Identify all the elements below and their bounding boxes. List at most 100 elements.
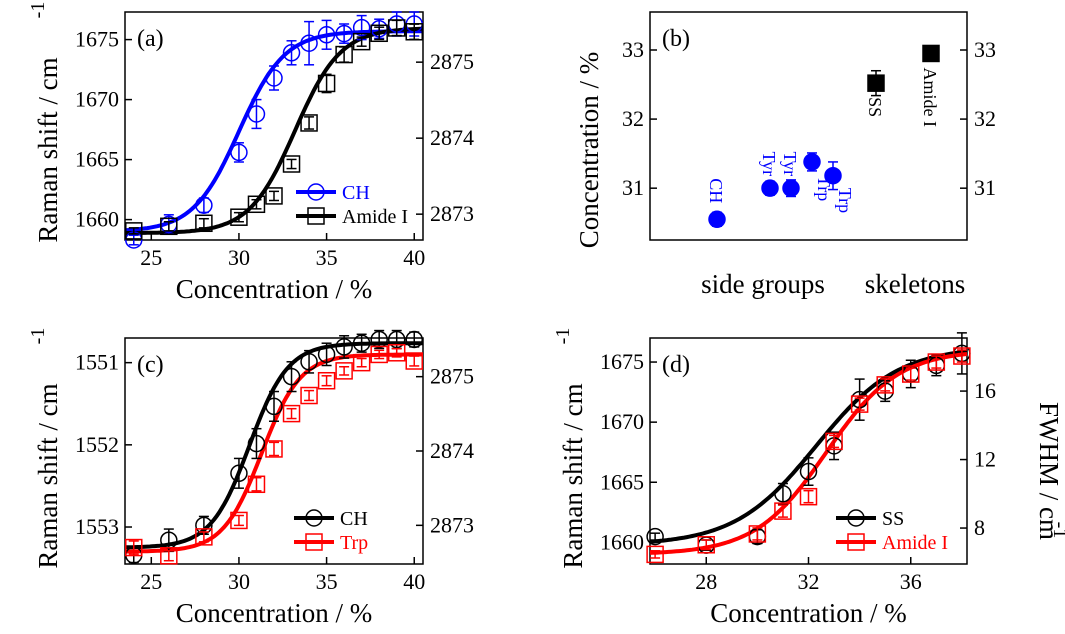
x-tick-label: 30 [228,569,250,594]
fit-curve-1 [125,26,424,235]
y-tick-label: 1553 [75,514,119,539]
series-0-point [405,330,423,349]
y-tick-label: 33 [622,37,644,62]
series-1-point [405,23,423,41]
y2-tick-label: 2873 [430,201,474,226]
series-1-point [125,222,143,240]
legend-label: CH [340,508,368,530]
series-1-point [646,545,664,564]
panel-label: (b) [662,26,690,52]
series-1-point [195,528,213,546]
series-1-point [230,208,248,226]
series-0-point [282,367,301,386]
legend-marker [307,183,325,201]
plot-frame [649,11,968,241]
point-label: CH [706,178,726,203]
series-1-point [953,347,971,365]
x-tick-label: 25 [140,245,162,270]
series-1-point [352,353,371,372]
series-1-point [748,525,767,543]
legend-label: Trp [340,532,368,554]
point-label: Amide I [920,67,940,126]
y2-tick-label: 2875 [430,49,474,74]
point-2 [782,179,800,197]
y-tick-label: 1552 [75,432,119,457]
point-4 [824,166,842,185]
series-1-point [405,352,423,370]
legend-marker [847,509,865,527]
point-6 [922,44,940,63]
x-tick-label: 40 [403,569,425,594]
series-1-point [335,362,353,380]
y2-tick-label: 2874 [430,125,474,150]
series-1-point [387,344,406,362]
series-1-point [876,376,894,394]
x-axis-label: Concentration / % [176,274,372,304]
x-tick-label: 32 [798,569,820,594]
panel-d: 28 32 36 1660 1665 1670 1675 8 12 16 (d) Concentrat… [552,328,1065,628]
series-0-point [646,527,664,546]
panel-label: (a) [137,26,164,52]
y-axis-label: Raman shift / cm [33,57,63,242]
legend-label: SS [882,508,904,530]
series-1-point [125,538,143,557]
legend-label: CH [342,182,370,204]
series-0-point [282,44,301,62]
series-0-point [230,143,248,162]
point-label: Trp [835,188,855,213]
y2-tick-label: 2875 [430,364,474,389]
y-tick-label: 1660 [75,207,119,232]
x-tick-label: 30 [228,245,250,270]
point-label: SS [865,97,885,117]
y-tick-label: 1670 [75,87,119,112]
panel-c: 25 30 35 40 1551 1552 1553 2873 2874 2875 (c) Conce… [27,328,474,628]
y2-axis-label: FWHM / cm [1034,402,1064,540]
legend-label: Amide I [342,206,408,228]
panel-b: 31 32 33 31 32 33 (b) Concentration / % side gro… [574,11,996,299]
series-0-point [247,105,266,123]
series-1-point [300,114,318,132]
series-1-point [370,24,388,43]
series-0-point [352,334,371,352]
series-1-point [160,547,178,565]
y2-tick-label: 33 [974,37,996,62]
group-label-skeletons: skeletons [865,269,966,299]
fit-curve-1 [125,352,423,554]
series-0-point [335,24,353,43]
legend-marker [305,509,323,527]
series-1-point [195,214,213,233]
series-0-point [265,69,283,87]
y-tick-label: 1675 [600,349,644,374]
legend-marker [305,533,323,551]
series-1-point [697,536,715,554]
point-5 [867,74,885,92]
point-label: Tyr [759,151,779,176]
series-1-point [265,440,283,458]
panel-label: (d) [662,352,690,378]
y2-axis-label-superscript: -1 [1049,522,1065,539]
point-0 [708,210,726,229]
series-1-point [247,195,266,214]
y-axis-label-superscript: -1 [552,328,574,345]
series-0-point [300,353,318,371]
x-tick-label: 40 [403,245,425,270]
panel-a: 25 30 35 40 1660 1665 1670 1675 2873 2874 2875 (a) C… [27,2,474,304]
series-1-point [282,404,301,423]
series-1-point [300,386,318,405]
series-0-point [317,345,336,364]
y2-tick-label: 2874 [430,438,474,463]
y-axis-label-superscript: -1 [27,2,49,19]
y2-tick-label: 8 [974,515,985,540]
y-axis-label: Raman shift / cm [33,383,63,568]
y-axis-label-superscript: -1 [27,328,49,345]
x-tick-label: 28 [695,569,717,594]
series-1-point [247,475,266,494]
series-1-point [352,32,371,51]
series-1-point [902,365,920,383]
y-axis-label: Raman shift / cm [558,383,588,568]
series-1-point [317,371,336,390]
legend-label: Amide I [882,532,948,554]
series-0-point [300,34,318,52]
y-tick-label: 1660 [600,529,644,554]
